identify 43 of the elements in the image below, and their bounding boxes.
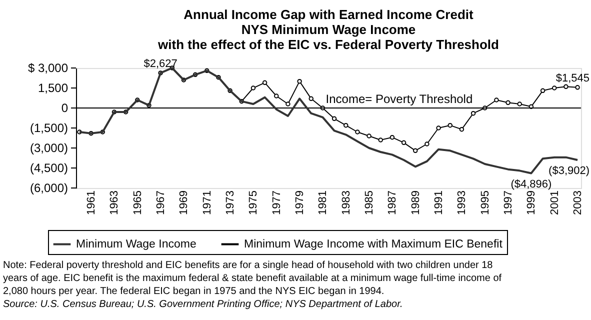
x-tick-label: 1979 xyxy=(294,190,306,215)
text: NYS Minimum Wage Income xyxy=(241,22,416,37)
x-tick-label: 1977 xyxy=(270,190,283,215)
x-tick-label: 1999 xyxy=(526,190,538,215)
y-tick-label: (6,000) xyxy=(30,181,68,195)
x-tick-label: 1995 xyxy=(479,190,492,215)
x-tick-label: 1983 xyxy=(340,190,352,215)
x-tick-label: 1991 xyxy=(433,190,446,215)
text: Annual Income Gap with Earned Income Credit xyxy=(184,6,474,22)
data-label: $2,627 xyxy=(144,58,178,70)
x-tick-label: 1971 xyxy=(201,190,214,215)
text: years of age. EIC benefit is the maximum federal & state benefit available at a minimum wage full-time income of xyxy=(3,273,502,284)
x-tick-label: 2003 xyxy=(572,190,584,215)
x-tick-label: 1993 xyxy=(456,190,468,215)
data-label: ($3,902) xyxy=(548,165,590,178)
source-note: Source: U.S. Census Bureau; U.S. Government Printing Office; NYS Department of Labor. xyxy=(3,299,403,310)
text: Note: Federal poverty threshold and EIC benefits are for a single head of household with two children under 18 xyxy=(3,260,494,271)
x-tick-label: 1981 xyxy=(317,190,330,215)
legend-label: Minimum Wage Income with Maximum EIC Benefit xyxy=(244,238,504,250)
x-tick-label: 2001 xyxy=(548,190,561,215)
data-label: $1,545 xyxy=(556,72,590,84)
ref-line-label: Income= Poverty Threshold xyxy=(326,92,473,106)
legend-label: Minimum Wage Income xyxy=(76,238,196,250)
y-tick-label: (4,500) xyxy=(30,161,68,175)
x-tick-label: 1989 xyxy=(410,190,422,215)
x-tick-label: 1975 xyxy=(248,190,260,215)
y-tick-label: 0 xyxy=(61,101,68,115)
y-tick-label: (3,000) xyxy=(30,141,68,155)
y-tick-label: (1,500) xyxy=(30,121,68,135)
x-tick-label: 1973 xyxy=(224,190,237,215)
data-label: ($4,896) xyxy=(510,178,552,190)
x-tick-label: 1963 xyxy=(108,190,121,215)
y-tick-label: $ 3,000 xyxy=(28,61,68,75)
x-tick-label: 1967 xyxy=(155,190,168,215)
y-tick-label: 1,500 xyxy=(38,81,68,95)
x-tick-label: 1965 xyxy=(132,190,144,215)
text: 2,080 hours per year. The federal EIC began in 1975 and the NYS EIC began in 1994. xyxy=(3,286,384,297)
x-tick-label: 1969 xyxy=(178,190,190,215)
x-tick-label: 1997 xyxy=(502,190,515,215)
text: with the effect of the EIC vs. Federal Poverty Threshold xyxy=(158,36,499,52)
x-tick-label: 1987 xyxy=(386,190,399,215)
x-tick-label: 1985 xyxy=(364,190,376,215)
x-tick-label: 1961 xyxy=(86,190,98,215)
